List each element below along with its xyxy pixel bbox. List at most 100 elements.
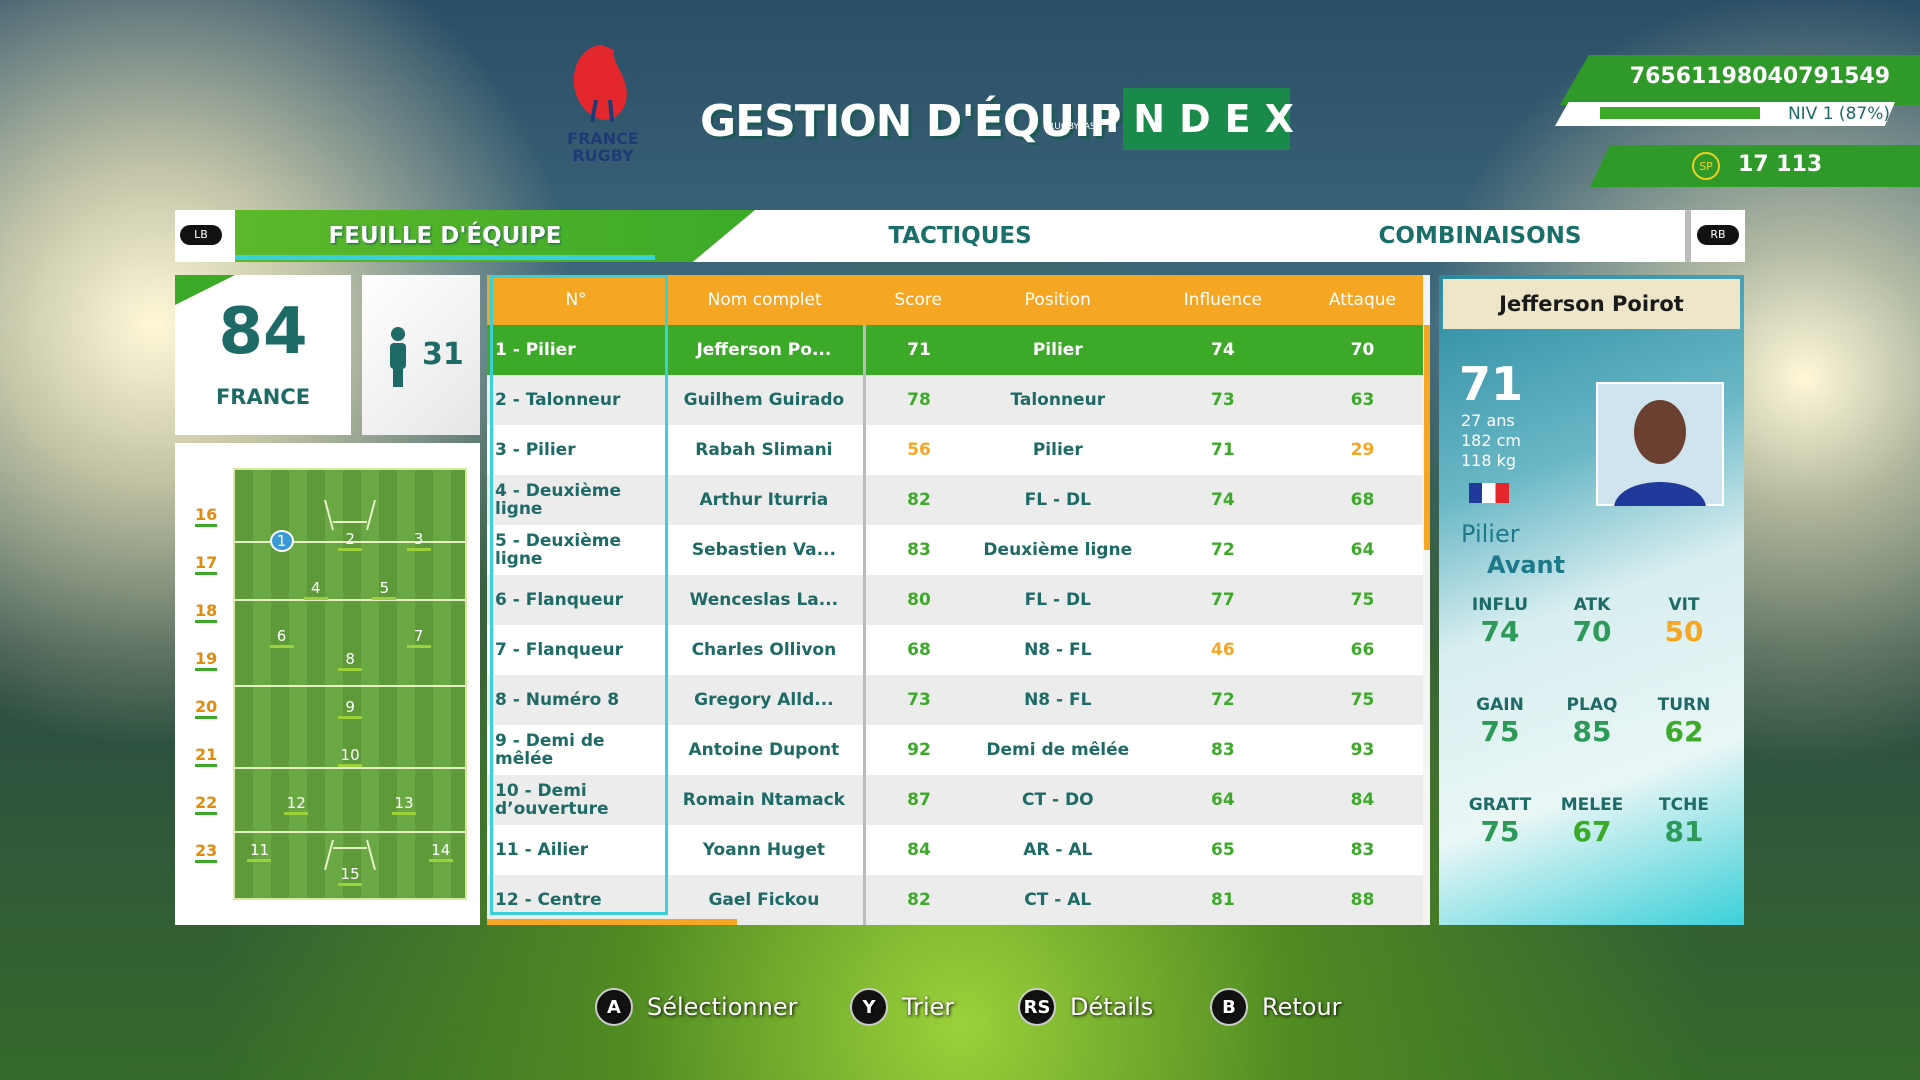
table-cell: 11 - Ailier (495, 840, 589, 860)
flag (1469, 483, 1509, 503)
column-header[interactable]: Influence (1143, 275, 1303, 325)
table-cell: Sebastien Va... (691, 540, 836, 560)
lb-button[interactable]: LB (180, 225, 222, 245)
pitch-player[interactable]: 8 (338, 650, 363, 672)
pitch-player[interactable]: 3 (406, 530, 431, 552)
tab[interactable]: FEUILLE D'ÉQUIPE (328, 223, 562, 249)
table-cell: 88 (1350, 890, 1375, 910)
footer-action[interactable]: Y Trier (850, 987, 954, 1027)
table-cell: 2 - Talonneur (495, 390, 621, 410)
table-cell: 72 (1211, 690, 1235, 710)
sp-value: 17 113 (1738, 152, 1823, 177)
action-label: Retour (1262, 993, 1342, 1021)
footer-action[interactable]: B Retour (1210, 987, 1342, 1027)
sp-icon: SP (1692, 152, 1720, 180)
table-cell: Jefferson Po... (696, 340, 832, 360)
column-header[interactable]: N° (487, 275, 666, 325)
stat-value: 62 (1664, 715, 1704, 748)
table-cell: 65 (1211, 840, 1235, 860)
table-row[interactable]: 6 - Flanqueur Wenceslas La... 80 FL - DL 77 7… (487, 575, 1423, 625)
column-header[interactable]: Attaque (1302, 275, 1423, 325)
table-cell: 80 (862, 575, 973, 625)
player-photo (1596, 382, 1724, 506)
stat-value: 75 (1480, 715, 1520, 748)
column-header[interactable]: Score (864, 275, 973, 325)
table-cell: FL - DL (1024, 590, 1091, 610)
pitch-player[interactable]: 2 (338, 530, 363, 552)
table-row[interactable]: 4 - Deuxième ligne Arthur Iturria 82 FL - D… (487, 475, 1423, 525)
pitch-player[interactable]: 5 (372, 579, 397, 601)
table-row[interactable]: 2 - Talonneur Guilhem Guirado 78 Talonneur 7… (487, 375, 1423, 425)
stat-label: PLAQ (1566, 695, 1618, 715)
pitch-player[interactable]: 12 (284, 794, 309, 815)
table-cell: 68 (862, 625, 973, 675)
stat: ATK 70 (1546, 595, 1638, 648)
bench-number: 20 (195, 697, 218, 719)
sp-banner (1590, 145, 1920, 187)
tab[interactable]: COMBINAISONS (1378, 223, 1582, 249)
table-cell: Rabah Slimani (695, 440, 833, 460)
stat-label: VIT (1668, 595, 1700, 615)
stat-value: 81 (1664, 815, 1704, 848)
table-cell: 10 - Demi d’ouverture (495, 781, 609, 819)
stat: MELEE 67 (1546, 795, 1638, 848)
card-role: Avant (1487, 551, 1566, 579)
table-cell: Deuxième ligne (983, 540, 1133, 560)
table-cell: 75 (1350, 690, 1375, 710)
stat: PLAQ 85 (1546, 695, 1638, 748)
stat: GRATT 75 (1454, 795, 1546, 848)
table-cell: Pilier (1032, 340, 1083, 360)
table-cell: N8 - FL (1024, 640, 1092, 660)
table-row[interactable]: 11 - Ailier Yoann Huget 84 AR - AL 65 83 (487, 825, 1423, 875)
column-header[interactable]: Nom complet (665, 275, 865, 325)
bench-number: 23 (195, 841, 218, 863)
pitch-player[interactable]: 9 (338, 698, 363, 719)
account-banner (1560, 55, 1920, 105)
stat-label: MELEE (1560, 795, 1624, 815)
tab[interactable]: TACTIQUES (888, 223, 1032, 249)
table-row[interactable]: 7 - Flanqueur Charles Ollivon 68 N8 - FL 46 6… (487, 625, 1423, 675)
pitch-player[interactable]: 13 (391, 794, 416, 815)
stat: INFLU 74 (1454, 595, 1546, 648)
stat-value: 67 (1572, 815, 1612, 848)
table-cell: 71 (862, 325, 973, 375)
table-cell: 64 (1211, 790, 1235, 810)
footer-action[interactable]: A Sélectionner (595, 987, 797, 1027)
stat-value: 85 (1572, 715, 1612, 748)
pitch-player[interactable]: 7 (406, 627, 431, 648)
pitch-player[interactable]: 15 (338, 865, 363, 886)
button-glyph: Y (850, 988, 888, 1026)
stat-value: 74 (1480, 615, 1520, 648)
card-name: Jefferson Poirot (1443, 279, 1740, 329)
bench-number: 21 (195, 745, 218, 767)
column-header[interactable]: Position (972, 275, 1144, 325)
pitch-player[interactable]: 6 (269, 627, 294, 648)
table-cell: Yoann Huget (702, 840, 825, 860)
table-cell: Guilhem Guirado (683, 390, 845, 410)
stat-value: 75 (1480, 815, 1520, 848)
table-panel: N° Nom complet Score Position Influence Attaq… (487, 275, 1430, 925)
pitch-player[interactable]: 10 (338, 746, 363, 767)
table-row[interactable]: 9 - Demi de mêlée Antoine Dupont 92 Demi de… (487, 725, 1423, 775)
rb-button[interactable]: RB (1697, 225, 1739, 245)
table-cell: 1 - Pilier (495, 340, 576, 360)
table-row[interactable]: 5 - Deuxième ligne Sebastien Va... 83 Deuxi… (487, 525, 1423, 575)
roster-table: N° Nom complet Score Position Influence Attaq… (487, 275, 1424, 925)
level-fill (1600, 107, 1760, 119)
pitch-player[interactable]: 14 (428, 841, 453, 863)
table-cell: Pilier (1032, 440, 1083, 460)
table-row[interactable]: 3 - Pilier Rabah Slimani 56 Pilier 71 29 (487, 425, 1423, 475)
pitch-player[interactable]: 1 (269, 530, 294, 553)
table-row[interactable]: 1 - Pilier Jefferson Po... 71 Pilier 74 70 (487, 325, 1423, 375)
table-cell: 92 (862, 725, 973, 775)
table-cell: Gael Fickou (708, 890, 820, 910)
pitch-player[interactable]: 4 (303, 579, 328, 601)
scrollbar (1424, 325, 1430, 550)
table-cell: 84 (1350, 790, 1375, 810)
table-row[interactable]: 8 - Numéro 8 Gregory Alld... 73 N8 - FL 72 75 (487, 675, 1423, 725)
footer-action[interactable]: RS Détails (1018, 987, 1153, 1027)
pitch-player[interactable]: 11 (247, 841, 272, 863)
table-row[interactable]: 12 - Centre Gael Fickou 82 CT - AL 81 88 (487, 875, 1423, 925)
table-cell: 83 (1211, 740, 1235, 760)
table-row[interactable]: 10 - Demi d’ouverture Romain Ntamack 87 CT … (487, 775, 1423, 825)
